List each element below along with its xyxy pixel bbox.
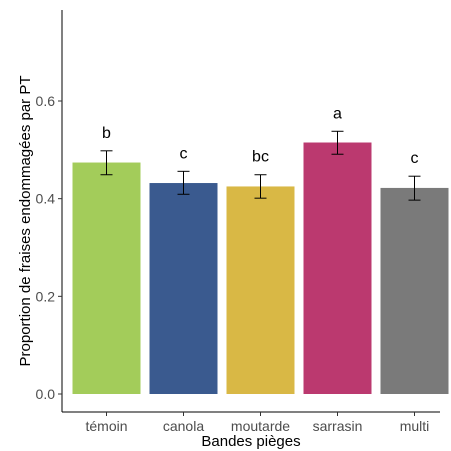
error-bars-group xyxy=(100,130,421,201)
error-bar-sarrasin xyxy=(331,130,344,155)
error-bar-multi xyxy=(408,175,421,201)
error-bar-canola xyxy=(177,170,190,195)
bar-moutarde xyxy=(226,186,295,394)
significance-letter: bc xyxy=(252,149,269,166)
y-tick-label: 0.2 xyxy=(36,288,56,304)
x-tick-label: multi xyxy=(400,418,430,434)
x-axis-title: Bandes pièges xyxy=(201,433,300,450)
x-tick-label: moutarde xyxy=(231,418,290,434)
y-axis-title: Proportion de fraises endommagées par PT xyxy=(17,76,34,367)
significance-letter: a xyxy=(333,105,342,122)
bar-sarrasin xyxy=(303,142,372,394)
bars-group xyxy=(72,142,449,394)
x-ticks-group: témoin canola moutarde sarrasin multi xyxy=(85,412,429,434)
y-tick-label: 0.0 xyxy=(36,386,56,402)
y-ticks-group: 0.0 0.2 0.4 0.6 xyxy=(36,93,62,402)
y-tick-label: 0.6 xyxy=(36,93,56,109)
error-bar-témoin xyxy=(100,150,113,176)
bar-multi xyxy=(380,187,449,394)
bar-canola xyxy=(149,183,218,394)
significance-letter: c xyxy=(411,150,419,167)
bar-témoin xyxy=(72,162,141,394)
error-bar-moutarde xyxy=(254,174,267,199)
significance-letter: b xyxy=(102,125,111,142)
x-tick-label: canola xyxy=(163,418,204,434)
significance-letter: c xyxy=(180,145,188,162)
x-tick-label: sarrasin xyxy=(313,418,363,434)
x-tick-label: témoin xyxy=(85,418,127,434)
y-tick-label: 0.4 xyxy=(36,191,56,207)
